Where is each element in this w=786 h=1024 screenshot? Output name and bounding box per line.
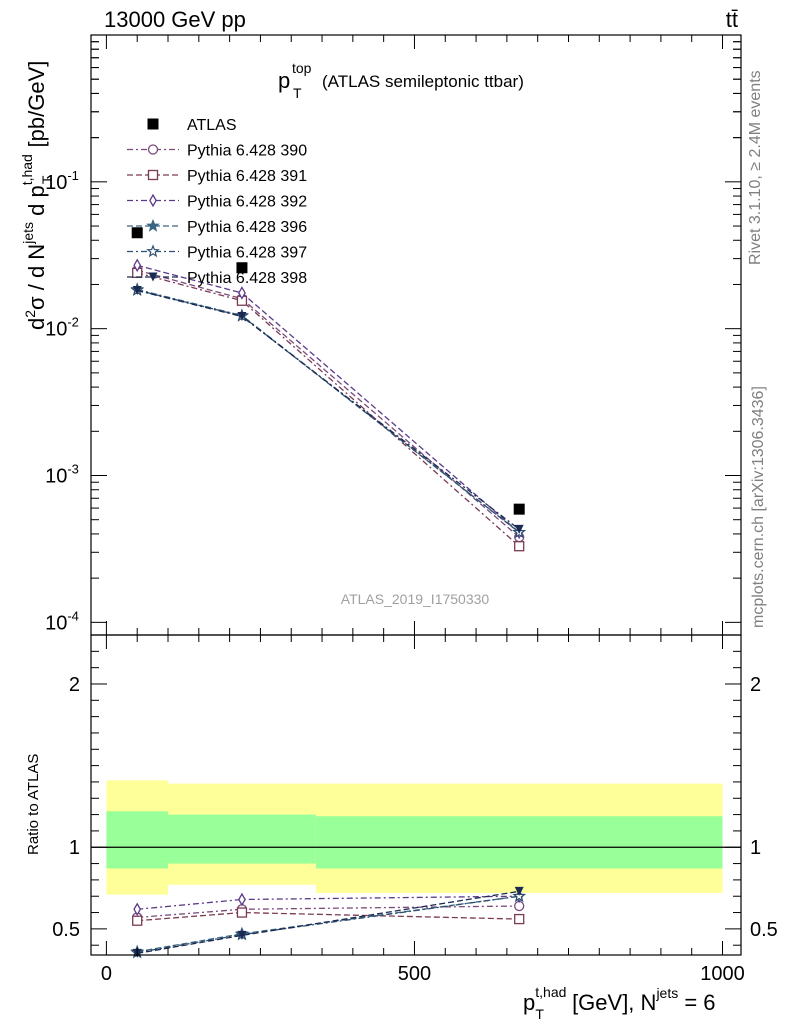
plot-title-sub: T [293, 85, 302, 101]
main-point-6-1 [237, 312, 247, 322]
ratio-point-2-1 [238, 892, 246, 907]
legend-label: Pythia 6.428 392 [187, 194, 307, 211]
rivet-version-label: Rivet 3.1.10, ≥ 2.4M events [747, 70, 764, 265]
legend-entry: Pythia 6.428 398 [127, 270, 307, 287]
main-point-2-2 [514, 541, 525, 552]
legend-entry: Pythia 6.428 396 [127, 218, 307, 236]
ratio-y-tick-label-right: 2 [750, 674, 761, 696]
main-line-6 [137, 289, 520, 530]
main-point-3-0 [133, 258, 142, 273]
legend-entry: Pythia 6.428 397 [127, 244, 307, 262]
x-tick-label: 0 [101, 963, 112, 985]
plot-title-rest: (ATLAS semileptonic ttbar) [322, 72, 524, 91]
inner-band-2 [315, 816, 723, 869]
axes-group: 0 500 1000 10-4 10-3 10-2 10-1 0.5 0.5 1 1 2 2 [45, 34, 778, 985]
process-label: tt̄ [726, 7, 738, 32]
y-tick-label: 10-1 [45, 168, 79, 194]
main-point-3-1 [238, 286, 246, 300]
ratio-point-5-2 [514, 886, 524, 896]
x-tick-label: 1000 [700, 963, 745, 985]
inner-band-0 [106, 811, 169, 869]
main-line-2 [137, 272, 520, 547]
y-tick-label: 10-2 [45, 315, 79, 341]
ratio-y-tick-label: 0.5 [52, 919, 80, 941]
ratio-point-1-0 [132, 915, 143, 926]
legend-marker [146, 244, 160, 258]
legend-marker [146, 218, 160, 232]
ratio-point-1-2 [514, 913, 525, 925]
legend-marker [147, 118, 159, 130]
legend-label: Pythia 6.428 398 [187, 270, 307, 287]
main-point-0-1 [236, 262, 248, 274]
main-series-group [130, 227, 527, 552]
plot-title: p top T (ATLAS semileptonic ttbar) [278, 60, 524, 101]
legend-marker [148, 272, 158, 282]
x-axis-label: pt,had T [GeV], Njets = 6 [523, 984, 716, 1022]
ratio-line-1 [137, 911, 520, 922]
ratio-point-5-1 [237, 930, 247, 940]
main-point-0-0 [131, 227, 143, 239]
main-line-5 [137, 289, 520, 533]
ratio-plot-frame [90, 634, 742, 956]
inner-band-1 [168, 814, 316, 864]
legend: ATLAS Pythia 6.428 390 Pythia 6.428 391 Pyt… [127, 117, 307, 287]
legend-label: Pythia 6.428 390 [187, 143, 307, 160]
ratio-series-group [130, 886, 527, 959]
ratio-uncertainty-bands [91, 780, 741, 895]
analysis-id-label: ATLAS_2019_I1750330 [341, 591, 490, 607]
ratio-line-3 [137, 895, 520, 953]
y-tick-label: 10-3 [45, 462, 79, 488]
main-point-6-0 [132, 285, 142, 295]
ratio-axis-label: Ratio to ATLAS [25, 754, 42, 855]
legend-entry: Pythia 6.428 392 [127, 194, 307, 211]
legend-label: ATLAS [187, 117, 237, 134]
legend-label: Pythia 6.428 397 [187, 245, 307, 262]
ratio-y-tick-label-right: 0.5 [750, 919, 778, 941]
energy-label: 13000 GeV pp [104, 7, 246, 32]
legend-label: Pythia 6.428 391 [187, 168, 307, 185]
ratio-y-tick-label-right: 1 [750, 837, 761, 859]
main-point-0-2 [513, 503, 525, 515]
ratio-point-2-0 [133, 902, 142, 917]
ratio-y-tick-label: 2 [69, 674, 80, 696]
main-line-1 [137, 269, 520, 538]
ratio-line-5 [137, 890, 520, 955]
plot-title-sup: top [292, 60, 312, 76]
legend-label: Pythia 6.428 396 [187, 219, 307, 236]
legend-marker [149, 193, 157, 208]
legend-marker [147, 169, 159, 181]
legend-entry: ATLAS [147, 117, 237, 134]
y-tick-label: 10-4 [45, 608, 79, 634]
ratio-line-2 [137, 895, 520, 910]
mcplots-label: mcplots.cern.ch [arXiv:1306.3436] [750, 386, 767, 628]
legend-entry: Pythia 6.428 391 [127, 168, 307, 185]
plot-title-main: p [278, 68, 290, 93]
x-tick-label: 500 [398, 963, 431, 985]
legend-entry: Pythia 6.428 390 [127, 143, 307, 160]
ratio-line-0 [137, 905, 520, 919]
y-axis-label: d2σ / d Njets d pt,had T [pb/GeV] [19, 61, 55, 330]
ratio-point-1-1 [236, 907, 248, 918]
main-point-6-2 [514, 524, 524, 534]
legend-marker [147, 144, 159, 155]
ratio-y-tick-label: 1 [69, 837, 80, 859]
